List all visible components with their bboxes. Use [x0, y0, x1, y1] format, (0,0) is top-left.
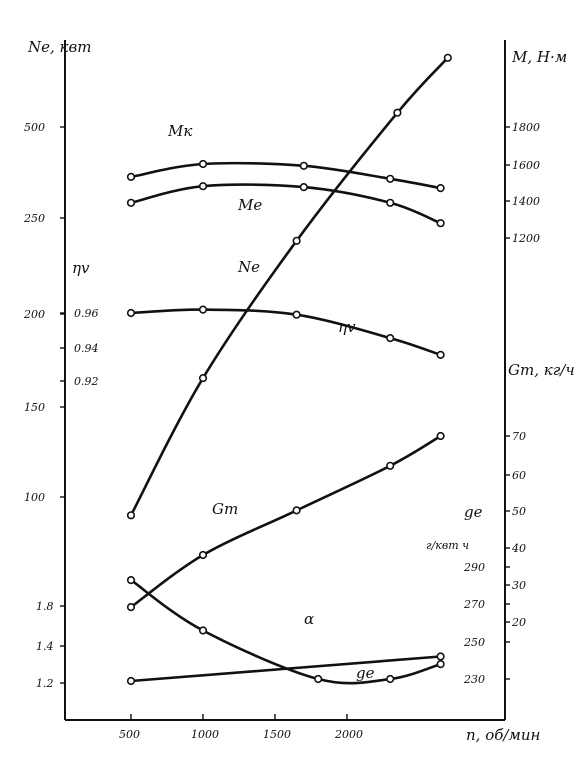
g-data-point: [126, 602, 136, 612]
x-tick-label: 500: [119, 728, 140, 741]
g-curve-line: [129, 434, 442, 609]
ge-curve-label: gе: [356, 664, 375, 682]
alpha-tick-label: 1.4: [36, 640, 54, 653]
g-data-point: [386, 461, 395, 470]
ne-tick-label: 250: [23, 212, 45, 225]
m-tick-label: 1600: [512, 159, 540, 172]
eta-tick-label: 0.94: [74, 342, 99, 355]
ge-tick-label: 270: [463, 598, 485, 611]
ne-curve-label: Nе: [237, 258, 260, 276]
ne-data-point: [198, 374, 208, 383]
me-data-point: [386, 198, 395, 207]
g-tick-label: 20: [511, 616, 526, 629]
g-curve-label: Gт: [212, 500, 238, 518]
x-tick-label: 1000: [191, 728, 219, 741]
g-tick-label: 60: [512, 469, 526, 482]
x-axis-title: n, об/мин: [466, 726, 540, 744]
g-tick-label: 40: [511, 542, 526, 555]
me-data-point: [126, 198, 136, 207]
m-tick-label: 1400: [512, 195, 540, 208]
g-data-point: [198, 550, 208, 560]
mk-curve-line: [129, 161, 442, 190]
ne-tick-label: 200: [23, 308, 45, 321]
x-tick-label: 2000: [334, 728, 363, 741]
ne-tick-label: 150: [24, 401, 45, 414]
eta-curve-line: [129, 308, 442, 357]
ne-data-point: [126, 511, 136, 520]
ne-curve-line: [129, 56, 450, 517]
ge-tick-label: 230: [463, 673, 485, 686]
eta-tick-label: 0.96: [74, 307, 99, 320]
eta-tick-label: 0.92: [74, 375, 99, 388]
me-curve-line: [129, 183, 442, 225]
g-tick-label: 70: [512, 430, 526, 443]
eta-data-point: [386, 334, 395, 343]
ne-data-point: [393, 108, 402, 117]
g-tick-label: 30: [512, 579, 526, 592]
g-data-point: [436, 431, 445, 441]
ge-data-point: [436, 659, 445, 669]
ge-axis-unit: г/квт ч: [426, 539, 469, 552]
eta-data-point: [292, 310, 301, 319]
ge-curve-line: [129, 578, 442, 685]
mk-data-point: [126, 172, 136, 181]
ne-axis-title: Ne, квт: [27, 38, 91, 56]
ge-data-point: [314, 674, 323, 684]
alpha-tick-label: 1.2: [36, 677, 54, 690]
ge-data-point: [386, 674, 395, 684]
m-axis-title: M, Н·м: [511, 48, 567, 66]
eta-data-point: [436, 350, 445, 360]
ne-data-point: [292, 236, 301, 245]
ge-tick-label: 250: [463, 636, 485, 649]
mk-data-point: [198, 159, 208, 169]
alpha-data-point: [436, 652, 445, 661]
mk-data-point: [436, 184, 445, 193]
alpha-tick-label: 1.8: [36, 600, 54, 613]
chart-marks: 500 250 200 150 100 0.96 0.94 0.92 1.8 1.4 1.2 1800…: [23, 53, 540, 741]
alpha-data-point: [126, 676, 136, 686]
me-data-point: [299, 183, 308, 192]
g-data-point: [292, 506, 301, 515]
eta-axis-title: ηv: [72, 259, 90, 277]
ge-data-point: [126, 575, 136, 585]
ne-tick-label: 500: [24, 121, 45, 134]
alpha-curve-label: α: [304, 610, 314, 628]
x-tick-label: 1500: [263, 728, 291, 741]
ge-data-point: [198, 626, 208, 635]
m-tick-label: 1200: [512, 232, 540, 245]
me-data-point: [198, 182, 208, 191]
me-curve-label: Mе: [237, 196, 262, 214]
ge-tick-label: 290: [463, 561, 485, 574]
mk-data-point: [299, 161, 308, 170]
ge-axis-title: ge: [464, 503, 483, 521]
ne-tick-label: 100: [24, 491, 45, 504]
eta-data-point: [198, 305, 208, 314]
mk-data-point: [386, 174, 395, 183]
g-tick-label: 50: [512, 505, 526, 518]
m-tick-label: 1800: [512, 121, 540, 134]
mk-curve-label: Mк: [167, 122, 192, 140]
ne-data-point: [443, 53, 452, 62]
eta-data-point: [126, 308, 136, 318]
g-axis-title: Gт, кг/ч: [508, 361, 575, 379]
me-data-point: [436, 219, 445, 228]
